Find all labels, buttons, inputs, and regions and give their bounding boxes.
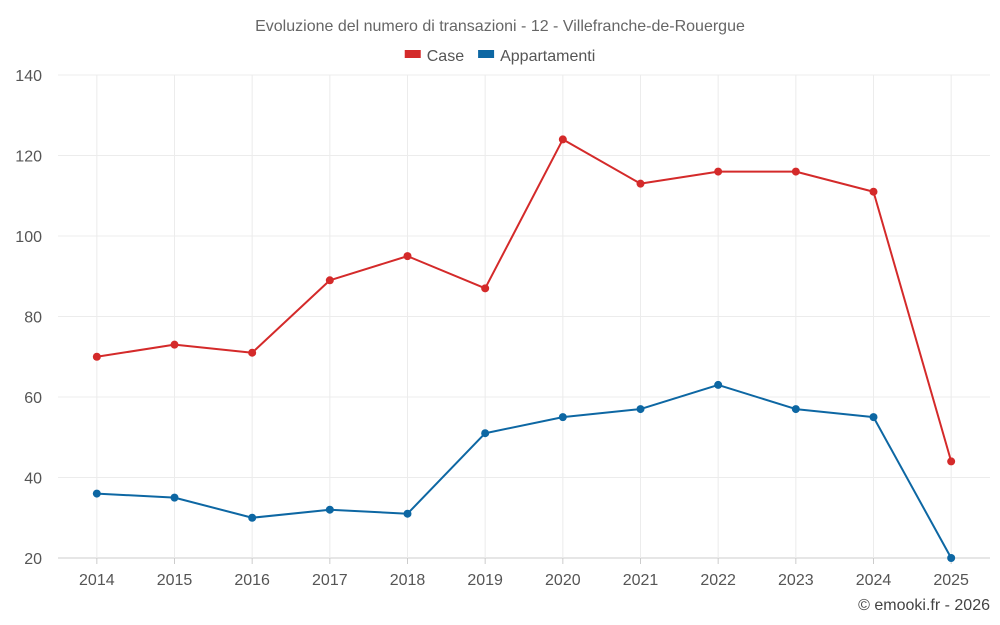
gridlines	[58, 74, 990, 559]
data-point[interactable]	[403, 252, 412, 261]
legend-label[interactable]: Appartamenti	[500, 48, 595, 65]
legend: Case Appartamenti	[404, 48, 595, 65]
data-point[interactable]	[481, 284, 490, 293]
data-point[interactable]	[714, 380, 723, 389]
x-tick-label: 2019	[467, 572, 503, 589]
data-point[interactable]	[791, 405, 800, 414]
y-tick-label: 120	[15, 149, 42, 166]
x-tick-label: 2024	[856, 572, 892, 589]
x-tick-label: 2023	[778, 572, 814, 589]
x-tick-label: 2018	[390, 572, 426, 589]
data-point[interactable]	[170, 493, 179, 502]
x-tick-label: 2015	[157, 572, 193, 589]
x-tick-label: 2017	[312, 572, 348, 589]
chart-title: Evoluzione del numero di transazioni - 1…	[255, 18, 745, 35]
data-point[interactable]	[325, 505, 334, 514]
data-point[interactable]	[92, 489, 101, 498]
y-axis: 20 40 60 80 100 120 140	[15, 68, 42, 568]
y-tick-label: 100	[15, 229, 42, 246]
data-point[interactable]	[636, 179, 645, 188]
data-point[interactable]	[92, 352, 101, 361]
x-tick-label: 2016	[234, 572, 270, 589]
credit-text: © emooki.fr - 2026	[858, 597, 990, 614]
y-tick-label: 40	[24, 471, 42, 488]
data-point[interactable]	[558, 413, 567, 422]
data-point[interactable]	[481, 429, 490, 438]
series-appartamenti	[92, 380, 956, 562]
data-point[interactable]	[248, 513, 257, 522]
y-tick-label: 140	[15, 68, 42, 85]
y-tick-label: 60	[24, 390, 42, 407]
data-point[interactable]	[947, 554, 956, 562]
series-line	[96, 383, 953, 559]
data-point[interactable]	[947, 457, 956, 466]
x-axis: 2014 2015 2016 2017 2018 2019 2020 2021 2022 2023…	[79, 558, 969, 589]
legend-label[interactable]: Case	[427, 48, 464, 65]
x-tick-label: 2021	[623, 572, 659, 589]
x-tick-label: 2020	[545, 572, 581, 589]
x-tick-label: 2025	[933, 572, 969, 589]
data-point[interactable]	[791, 167, 800, 176]
data-point[interactable]	[714, 167, 723, 176]
x-tick-label: 2014	[79, 572, 115, 589]
data-point[interactable]	[248, 348, 257, 357]
data-point[interactable]	[170, 340, 179, 349]
series-group	[92, 135, 956, 562]
series-line	[96, 138, 953, 462]
data-point[interactable]	[869, 413, 878, 422]
data-point[interactable]	[869, 187, 878, 196]
legend-swatch	[404, 50, 421, 58]
data-point[interactable]	[636, 405, 645, 414]
data-point[interactable]	[403, 509, 412, 518]
x-tick-label: 2022	[700, 572, 736, 589]
data-point[interactable]	[558, 135, 567, 144]
y-tick-label: 80	[24, 310, 42, 327]
y-tick-label: 20	[24, 551, 42, 568]
data-point[interactable]	[325, 276, 334, 285]
legend-swatch	[478, 50, 495, 58]
series-case	[92, 135, 956, 466]
